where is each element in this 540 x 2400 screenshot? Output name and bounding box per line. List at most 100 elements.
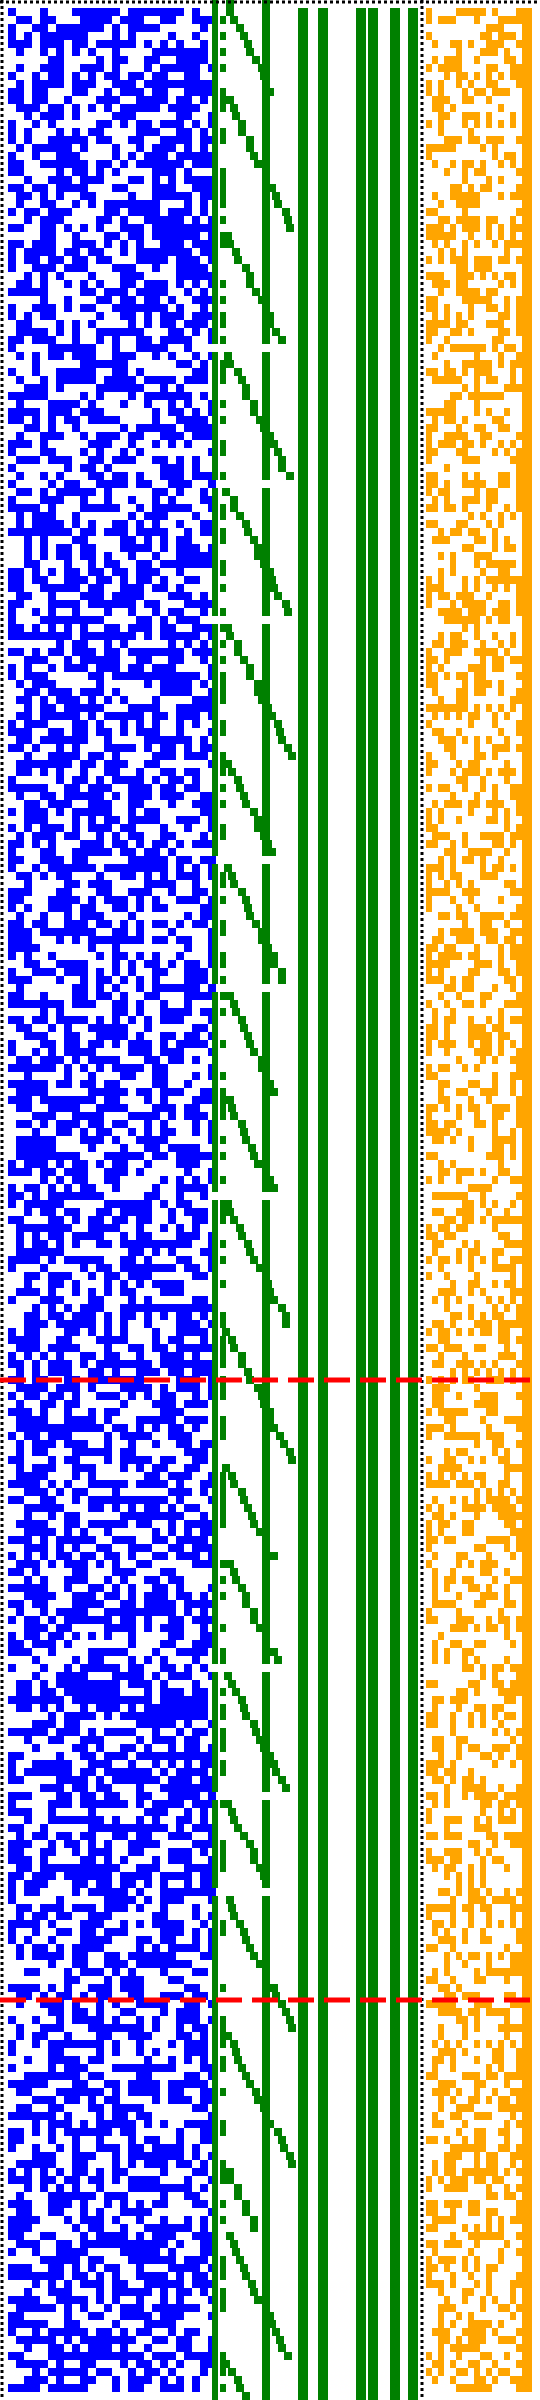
blue-cell: [72, 2056, 80, 2064]
blue-cell: [40, 856, 48, 864]
blue-cell: [152, 352, 160, 360]
blue-cell: [184, 1984, 192, 1992]
stair-step-edge: [212, 1304, 218, 1312]
blue-cell: [96, 40, 104, 48]
blue-cell: [120, 1904, 128, 1912]
blue-cell: [192, 720, 200, 728]
blue-cell: [128, 1968, 136, 1976]
stair-fill: [220, 656, 226, 664]
blue-cell: [16, 1344, 24, 1352]
blue-cell: [40, 144, 48, 152]
blue-cell: [152, 968, 160, 976]
blue-cell: [184, 2072, 192, 2080]
blue-cell: [64, 1040, 72, 1048]
blue-cell: [192, 120, 200, 128]
blue-cell: [56, 2264, 64, 2272]
blue-cell: [168, 832, 176, 840]
blue-cell: [160, 1880, 168, 1888]
blue-cell: [16, 1792, 24, 1800]
blue-cell: [16, 984, 24, 992]
stair-step-edge: [212, 208, 218, 216]
stair-fill: [220, 768, 226, 776]
blue-cell: [48, 2208, 56, 2216]
blue-cell: [168, 672, 176, 680]
blue-cell: [80, 1928, 88, 1936]
blue-cell: [176, 1424, 184, 1432]
blue-cell: [192, 1792, 200, 1800]
blue-cell: [112, 1864, 120, 1872]
blue-cell: [160, 2216, 168, 2224]
blue-cell: [120, 2360, 128, 2368]
blue-cell: [168, 2352, 176, 2360]
blue-cell: [8, 2112, 16, 2120]
blue-cell: [88, 360, 96, 368]
blue-cell: [80, 1528, 88, 1536]
blue-cell: [200, 56, 208, 64]
blue-cell: [8, 2264, 16, 2272]
blue-cell: [128, 1768, 136, 1776]
blue-cell: [16, 1856, 24, 1864]
blue-cell: [16, 352, 24, 360]
blue-cell: [168, 632, 176, 640]
blue-cell: [32, 1088, 40, 1096]
blue-cell: [176, 120, 184, 128]
blue-cell: [56, 640, 64, 648]
blue-cell: [16, 504, 24, 512]
blue-cell: [176, 1696, 184, 1704]
blue-cell: [88, 1112, 96, 1120]
blue-cell: [16, 416, 24, 424]
blue-cell: [112, 1904, 120, 1912]
blue-cell: [64, 2296, 72, 2304]
blue-cell: [88, 656, 96, 664]
blue-cell: [96, 280, 104, 288]
blue-cell: [24, 248, 32, 256]
blue-cell: [168, 2312, 176, 2320]
blue-cell: [152, 752, 160, 760]
blue-cell: [96, 576, 104, 584]
blue-cell: [176, 2360, 184, 2368]
blue-cell: [16, 1496, 24, 1504]
stair-step-edge: [212, 2176, 218, 2184]
blue-cell: [56, 2000, 64, 2008]
blue-cell: [40, 1160, 48, 1168]
blue-cell: [200, 1096, 208, 1104]
blue-cell: [56, 208, 64, 216]
stair-step-edge: [212, 1408, 218, 1416]
blue-cell: [136, 304, 144, 312]
blue-cell: [160, 304, 168, 312]
stair-step: [230, 496, 238, 504]
blue-cell: [200, 1952, 208, 1960]
blue-cell: [80, 448, 88, 456]
blue-cell: [88, 1920, 96, 1928]
stair-step: [246, 1944, 254, 1952]
blue-cell: [128, 744, 136, 752]
blue-cell: [184, 56, 192, 64]
stair-step: [288, 1456, 296, 1464]
blue-cell: [88, 712, 96, 720]
blue-cell: [184, 232, 192, 240]
blue-cell: [80, 1112, 88, 1120]
blue-cell: [56, 528, 64, 536]
blue-cell: [48, 624, 56, 632]
blue-cell: [80, 1600, 88, 1608]
stair-step-edge: [212, 928, 218, 936]
blue-cell: [168, 1856, 176, 1864]
stair-fill: [220, 1416, 226, 1424]
blue-cell: [16, 144, 24, 152]
blue-cell: [112, 1032, 120, 1040]
blue-cell: [160, 48, 168, 56]
stair-step-edge: [212, 1848, 218, 1856]
blue-cell: [16, 648, 24, 656]
blue-cell: [48, 1248, 56, 1256]
blue-cell: [136, 2024, 144, 2032]
blue-cell: [128, 2376, 136, 2384]
stair-step-edge: [212, 2008, 218, 2016]
blue-cell: [16, 1168, 24, 1176]
blue-cell: [144, 1504, 152, 1512]
blue-cell: [168, 648, 176, 656]
blue-cell: [48, 632, 56, 640]
blue-cell: [128, 1640, 136, 1648]
blue-cell: [192, 296, 200, 304]
blue-cell: [128, 704, 136, 712]
blue-cell: [192, 1840, 200, 1848]
